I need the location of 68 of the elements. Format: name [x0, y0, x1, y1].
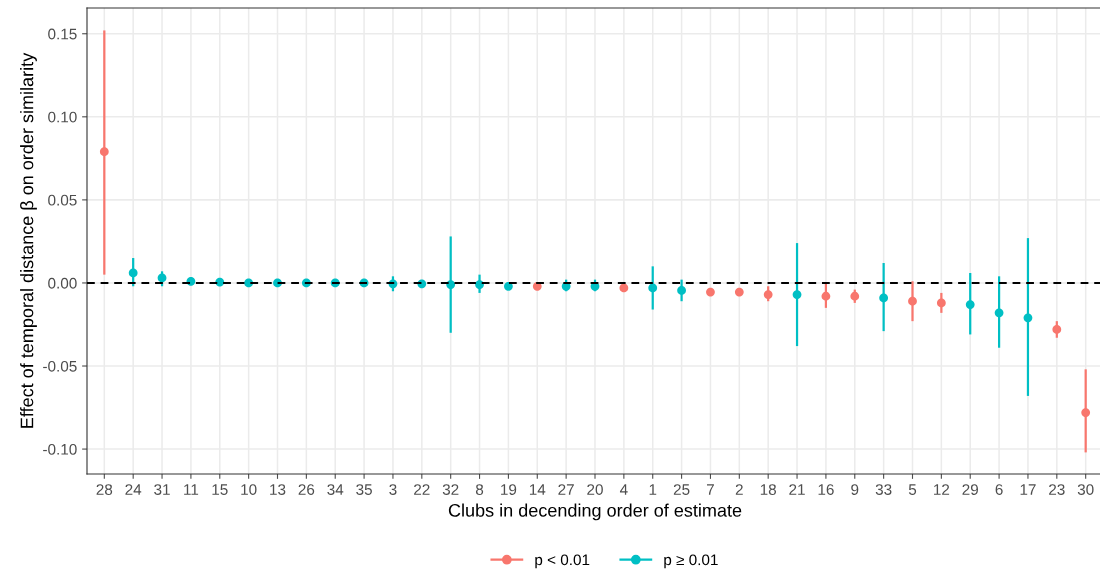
x-tick-label: 26: [298, 484, 315, 495]
x-tick-label: 21: [789, 484, 805, 495]
point: [157, 273, 167, 283]
x-tick-label: 12: [934, 484, 950, 495]
x-tick-label: 35: [356, 484, 372, 495]
x-tick-label: 18: [760, 484, 777, 495]
x-tick-label: 17: [1020, 484, 1036, 495]
legend-label: p < 0.01: [535, 554, 590, 569]
x-tick-label: 1: [649, 484, 657, 495]
x-tick-label: 31: [154, 484, 170, 495]
x-tick-label: 27: [558, 484, 574, 495]
point: [821, 291, 831, 301]
point: [792, 290, 802, 299]
x-tick-label: 24: [125, 484, 142, 495]
x-tick-label: 6: [995, 484, 1003, 495]
x-tick-label: 28: [96, 484, 113, 495]
y-tick-label: 0.10: [48, 111, 77, 123]
x-tick-label: 20: [587, 484, 603, 495]
point: [446, 280, 456, 289]
point: [879, 293, 889, 303]
x-tick-label: 22: [414, 484, 430, 495]
x-tick-label: 33: [875, 484, 892, 495]
point: [504, 281, 513, 291]
point: [648, 283, 658, 293]
point: [619, 283, 629, 293]
x-tick-label: 7: [706, 484, 714, 495]
y-axis-title: Effect of temporal distance β on order similarity: [20, 52, 37, 428]
legend-label: p ≥ 0.01: [664, 554, 718, 569]
x-tick-label: 11: [184, 484, 199, 495]
point: [1023, 313, 1033, 323]
x-tick-label: 5: [908, 484, 917, 495]
x-axis-title: Clubs in decending order of estimate: [448, 503, 742, 521]
x-tick-label: 23: [1049, 484, 1065, 495]
y-tick-label: -0.05: [43, 360, 77, 372]
point: [936, 298, 946, 308]
point: [850, 291, 860, 301]
x-tick-label: 4: [619, 484, 628, 495]
x-tick-label: 25: [673, 484, 690, 495]
y-tick-label: 0.00: [48, 277, 77, 289]
x-tick-label: 29: [962, 484, 978, 495]
point: [965, 300, 975, 309]
x-tick-label: 16: [818, 484, 834, 495]
point: [677, 286, 686, 295]
point: [908, 296, 917, 306]
x-tick-label: 14: [529, 484, 546, 495]
x-tick-label: 2: [735, 484, 743, 495]
x-tick-label: 34: [327, 484, 344, 495]
y-tick-label: 0.15: [48, 28, 77, 40]
x-tick-label: 15: [212, 484, 228, 495]
point: [734, 287, 744, 297]
x-tick-label: 8: [475, 484, 484, 495]
point: [994, 308, 1004, 318]
point: [763, 290, 773, 299]
x-tick-label: 9: [851, 484, 859, 495]
x-tick-label: 10: [241, 484, 257, 495]
point: [128, 268, 138, 278]
x-tick-label: 19: [501, 484, 517, 495]
y-tick-label: -0.10: [43, 443, 77, 455]
x-tick-label: 30: [1077, 484, 1094, 495]
point: [475, 280, 484, 289]
y-tick-label: 0.05: [48, 194, 77, 206]
point: [1052, 325, 1062, 334]
x-tick-label: 13: [270, 484, 286, 495]
point: [706, 287, 715, 297]
point: [99, 147, 109, 157]
x-tick-label: 3: [389, 484, 397, 495]
x-tick-label: 32: [442, 484, 459, 495]
point: [1081, 408, 1091, 417]
